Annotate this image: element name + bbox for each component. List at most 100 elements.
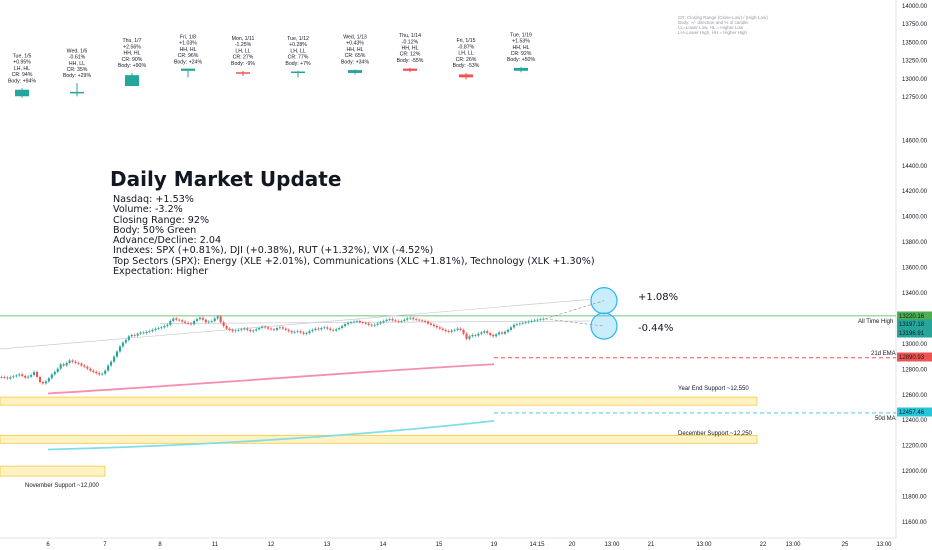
intraday-candle xyxy=(447,331,450,332)
intraday-candle xyxy=(287,329,290,332)
intraday-candle xyxy=(139,332,142,334)
y-tick-label: 13400.00 xyxy=(902,291,928,297)
intraday-candle xyxy=(474,334,477,336)
intraday-candle xyxy=(15,375,18,377)
intraday-candle xyxy=(385,319,388,321)
daily-candle-label: Body: -53% xyxy=(453,63,480,69)
daily-candle-label: CR: 96% xyxy=(178,53,199,59)
intraday-candle xyxy=(157,327,160,329)
y-tick-label: 11800.00 xyxy=(902,495,927,501)
info-line: Volume: -3.2% xyxy=(113,204,183,216)
intraday-candle xyxy=(181,320,184,322)
intraday-candle xyxy=(65,362,68,366)
y-tick-label: 12400.00 xyxy=(902,418,928,424)
intraday-candle xyxy=(492,334,495,337)
intraday-candle xyxy=(275,327,278,330)
ema21-line xyxy=(47,363,495,395)
scenario-up-label: +1.08% xyxy=(638,292,678,303)
daily-candle-label: HH, HL xyxy=(346,47,363,53)
intraday-candle xyxy=(269,328,273,330)
daily-candle-label: +0.43% xyxy=(346,41,364,47)
daily-candle xyxy=(236,72,250,74)
intraday-candle xyxy=(450,330,453,332)
intraday-candle xyxy=(0,376,3,378)
intraday-candle xyxy=(59,364,62,369)
y-tick-label: 14400.00 xyxy=(902,164,928,170)
y-tick-label: 14200.00 xyxy=(902,189,928,195)
daily-candle-label: +2.56% xyxy=(123,44,141,50)
intraday-candle xyxy=(77,362,80,364)
intraday-candle xyxy=(201,317,204,320)
daily-candle xyxy=(291,71,305,74)
intraday-candle xyxy=(364,322,367,324)
intraday-candle xyxy=(521,322,524,324)
x-tick-label: 14 xyxy=(380,542,387,548)
legend-line: LH=Lower High, HH = Higher High xyxy=(678,30,748,35)
november-support-zone xyxy=(0,465,106,477)
y-tick-label: 13600.00 xyxy=(902,266,928,272)
intraday-candle xyxy=(320,327,323,330)
intraday-candle xyxy=(344,324,347,327)
intraday-candle xyxy=(308,331,311,334)
intraday-candle xyxy=(542,318,545,320)
intraday-candle xyxy=(432,324,435,327)
intraday-candle xyxy=(329,328,332,330)
trendline-upper xyxy=(0,299,591,350)
intraday-candle xyxy=(3,376,6,378)
intraday-candle xyxy=(21,374,24,376)
y-tick-label: 14000.00 xyxy=(902,4,928,10)
info-line: Nasdaq: +1.53% xyxy=(113,194,194,205)
info-line: Closing Range: 92% xyxy=(113,214,210,226)
daily-candle-label: Tue, 1/19 xyxy=(510,32,532,38)
intraday-candle xyxy=(142,332,145,334)
intraday-candle xyxy=(44,381,47,384)
intraday-candle xyxy=(361,322,364,324)
daily-candle-label: CR: 92% xyxy=(511,51,532,57)
ema21-label: 21d EMA xyxy=(871,351,896,357)
daily-candle-label: Wed, 1/6 xyxy=(67,48,88,54)
daily-candle-label: HH, HL xyxy=(401,45,418,51)
intraday-candle xyxy=(92,370,95,372)
daily-candle-label: Body: -9% xyxy=(231,61,255,67)
intraday-candle xyxy=(198,317,201,320)
intraday-candle xyxy=(252,330,255,332)
intraday-candle xyxy=(9,377,12,379)
daily-candle-label: Fri, 1/15 xyxy=(456,38,475,44)
price-tag xyxy=(897,407,932,417)
intraday-candle xyxy=(480,332,483,334)
intraday-candle xyxy=(524,322,527,324)
y-tick-label: 12800.00 xyxy=(902,367,928,373)
daily-candle-label: HH, HL xyxy=(179,47,196,53)
intraday-candle xyxy=(56,368,59,372)
y-tick-label: 14600.00 xyxy=(902,138,928,144)
intraday-candle xyxy=(332,329,335,331)
intraday-candle xyxy=(317,328,320,330)
intraday-candle xyxy=(130,334,133,337)
intraday-candle xyxy=(213,318,216,321)
intraday-candle xyxy=(281,327,284,329)
y-tick-label: 13000.00 xyxy=(902,342,928,348)
intraday-candle xyxy=(335,329,338,331)
y-tick-label: 13250.00 xyxy=(902,59,928,65)
x-tick-label: 15 xyxy=(436,542,443,548)
daily-candle-label: HH, LL xyxy=(69,61,85,67)
x-tick-label: 13:00 xyxy=(604,542,620,548)
price-tag-label: 13197.18 xyxy=(899,322,925,328)
intraday-candle xyxy=(118,346,121,352)
price-tag xyxy=(897,328,932,338)
daily-candle-label: LH, LL xyxy=(290,48,305,54)
intraday-candle xyxy=(240,329,243,331)
x-tick-label: 7 xyxy=(103,542,107,548)
daily-candle-label: +1.53% xyxy=(512,39,530,45)
intraday-candle xyxy=(483,331,486,333)
intraday-candle xyxy=(412,317,415,320)
intraday-candle xyxy=(352,321,355,323)
intraday-candle xyxy=(349,322,353,324)
intraday-candle xyxy=(435,326,438,328)
intraday-candle xyxy=(456,328,459,330)
intraday-candle xyxy=(190,323,193,325)
intraday-candle xyxy=(136,333,139,336)
intraday-candle xyxy=(536,319,539,321)
daily-candle-label: Tue, 1/5 xyxy=(13,53,32,59)
intraday-candle xyxy=(284,328,287,330)
